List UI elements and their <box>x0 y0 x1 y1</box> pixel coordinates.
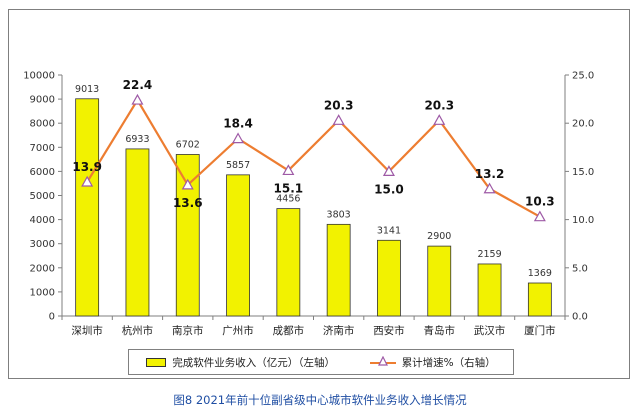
left-tick-label: 0 <box>49 312 55 323</box>
right-tick-label: 0.0 <box>572 312 588 323</box>
legend-swatch-bar <box>146 357 167 367</box>
line-data-label: 13.6 <box>173 196 203 210</box>
left-tick-label: 1000 <box>30 287 55 298</box>
legend-label-bar: 完成软件业务收入（亿元）（左轴） <box>172 356 336 369</box>
line-data-label: 18.4 <box>223 117 253 131</box>
left-tick-label: 6000 <box>30 167 55 178</box>
bar-data-label: 6702 <box>176 139 200 150</box>
left-tick-label: 9000 <box>30 95 55 106</box>
bar-data-label: 4456 <box>276 194 300 205</box>
bar <box>226 174 250 317</box>
category-label: 济南市 <box>323 324 355 337</box>
line-point <box>332 114 345 125</box>
right-tick-label: 20.0 <box>572 119 594 130</box>
left-tick-label: 7000 <box>30 143 55 154</box>
bar-data-label: 5857 <box>226 160 250 171</box>
line-data-label: 20.3 <box>424 98 454 112</box>
bar <box>427 245 452 317</box>
bar <box>175 154 200 317</box>
bar <box>125 148 150 317</box>
chart-legend: 完成软件业务收入（亿元）（左轴） 累计增速%（右轴） <box>128 349 514 375</box>
line-data-label: 20.3 <box>324 98 354 112</box>
line-data-label: 15.1 <box>274 181 304 195</box>
line-data-label: 13.2 <box>475 167 505 181</box>
legend-item-line: 累计增速%（右轴） <box>369 355 496 370</box>
growth-line <box>86 97 541 218</box>
left-tick-label: 3000 <box>30 239 55 250</box>
bar <box>276 208 301 317</box>
right-tick-label: 15.0 <box>572 167 594 178</box>
line-point <box>131 93 144 105</box>
left-tick-label: 8000 <box>30 119 55 130</box>
bar <box>75 98 100 317</box>
bar-data-label: 6933 <box>125 134 149 145</box>
line-data-label: 13.9 <box>72 160 102 174</box>
category-label: 深圳市 <box>71 324 103 337</box>
right-tick-label: 10.0 <box>572 215 594 226</box>
category-label: 厦门市 <box>524 324 556 337</box>
bar-data-label: 3803 <box>327 209 351 220</box>
bar-data-label: 9013 <box>75 84 99 95</box>
bar <box>527 282 552 317</box>
line-data-label: 15.0 <box>374 182 404 196</box>
bar-data-label: 2900 <box>427 231 451 242</box>
line-point <box>232 132 245 144</box>
line-point <box>533 210 546 222</box>
category-label: 南京市 <box>172 324 204 337</box>
left-tick-label: 10000 <box>23 71 55 82</box>
chart-frame: 0 1000 2000 3000 4000 5000 6000 7000 8000 9000 100… <box>8 9 630 379</box>
legend-item-bar: 完成软件业务收入（亿元）（左轴） <box>146 355 335 370</box>
category-label: 杭州市 <box>122 324 154 337</box>
line-point <box>282 164 295 176</box>
right-tick-label: 5.0 <box>572 263 588 274</box>
line-data-label: 22.4 <box>123 78 153 92</box>
line-point <box>382 165 395 176</box>
category-label: 青岛市 <box>424 324 456 337</box>
bar-data-label: 1369 <box>528 268 552 279</box>
legend-swatch-line <box>369 356 396 368</box>
left-tick-label: 5000 <box>30 191 55 202</box>
line-point <box>181 178 194 190</box>
line-point <box>81 175 94 187</box>
line-data-label: 10.3 <box>525 195 555 209</box>
bar-data-label: 2159 <box>477 249 501 260</box>
right-tick-label: 25.0 <box>572 71 594 82</box>
category-label: 武汉市 <box>474 324 506 337</box>
category-label: 广州市 <box>222 324 254 337</box>
triangle-marker-icon <box>377 356 388 366</box>
left-tick-label: 4000 <box>30 215 55 226</box>
category-label: 成都市 <box>273 324 305 337</box>
line-point <box>433 114 446 125</box>
bar <box>326 223 351 317</box>
legend-label-line: 累计增速%（右轴） <box>401 356 496 369</box>
line-point <box>483 182 496 194</box>
chart-title: 图8 2021年前十位副省级中心城市软件业务收入增长情况 <box>173 393 467 407</box>
bar <box>377 239 401 317</box>
left-tick-label: 2000 <box>30 263 55 274</box>
bar-data-label: 3141 <box>377 225 401 236</box>
bar <box>477 263 502 317</box>
combo-chart: 0 1000 2000 3000 4000 5000 6000 7000 8000 9000 100… <box>23 71 594 338</box>
category-label: 西安市 <box>373 324 405 337</box>
